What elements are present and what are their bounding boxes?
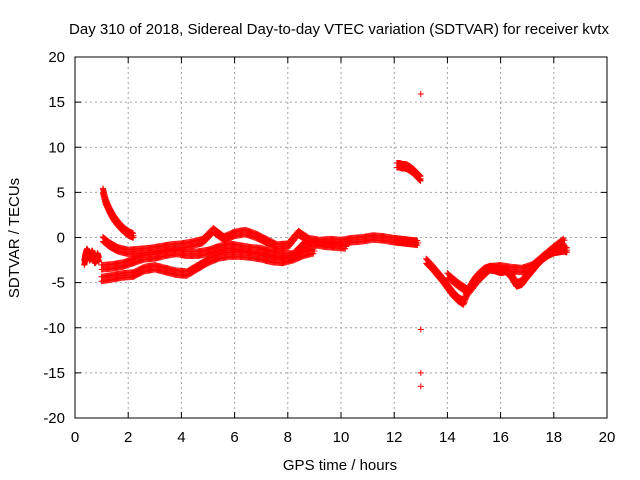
y-tick-label: 10 (48, 139, 65, 156)
x-tick-label: 4 (177, 429, 185, 446)
y-axis-label: SDTVAR / TECUs (6, 178, 23, 298)
y-tick-label: -5 (52, 275, 65, 292)
data-point (417, 91, 424, 98)
data-point (417, 369, 424, 376)
data-point (559, 241, 566, 248)
data-point (461, 297, 468, 304)
y-tick-label: -15 (43, 365, 65, 382)
x-tick-label: 8 (284, 429, 292, 446)
series-lower-wave (98, 246, 318, 285)
chart-title: Day 310 of 2018, Sidereal Day-to-day VTE… (69, 21, 609, 38)
y-tick-label: 20 (48, 49, 65, 66)
x-tick-label: 14 (439, 429, 456, 446)
x-tick-label: 12 (386, 429, 403, 446)
series-outliers (417, 91, 424, 390)
x-tick-label: 10 (333, 429, 350, 446)
x-tick-label: 20 (599, 429, 616, 446)
data-point (343, 243, 350, 250)
data-point (417, 383, 424, 390)
data-point (462, 296, 469, 303)
data-point (415, 239, 422, 246)
series-late-upper (444, 235, 568, 297)
y-tick-label: -20 (43, 410, 65, 427)
data-points (81, 91, 571, 390)
data-point (561, 237, 568, 244)
series-descending-track (99, 185, 137, 241)
x-axis-label: GPS time / hours (283, 457, 397, 474)
y-tick-label: -10 (43, 320, 65, 337)
data-point (460, 300, 467, 307)
x-tick-label: 16 (492, 429, 509, 446)
data-point (417, 326, 424, 333)
y-axis: -20 -15 -10 -5 0 5 10 15 20 (43, 49, 607, 427)
data-point (460, 301, 467, 308)
data-point (130, 232, 137, 239)
data-point (463, 295, 470, 302)
y-tick-label: 0 (57, 230, 65, 247)
x-tick-label: 18 (545, 429, 562, 446)
data-point (95, 257, 102, 264)
y-tick-label: 5 (57, 184, 65, 201)
data-point (417, 175, 424, 182)
y-tick-label: 15 (48, 94, 65, 111)
x-tick-label: 6 (230, 429, 238, 446)
x-axis: 0 2 4 6 8 10 12 14 16 18 20 (71, 57, 616, 446)
data-point (461, 299, 468, 306)
series-high-segment (393, 160, 424, 184)
data-point (560, 240, 567, 247)
x-tick-label: 0 (71, 429, 79, 446)
data-point (564, 247, 571, 254)
data-point (311, 248, 318, 255)
data-point (310, 250, 317, 257)
x-tick-label: 2 (124, 429, 132, 446)
series-early-cluster (81, 245, 102, 269)
